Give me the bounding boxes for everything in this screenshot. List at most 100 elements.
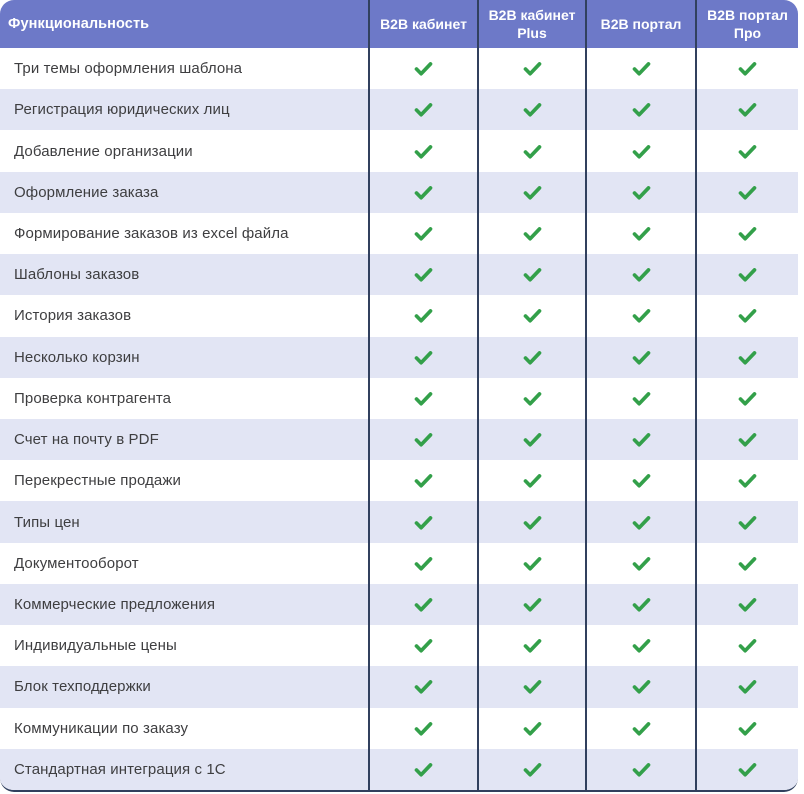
availability-cell xyxy=(477,89,585,131)
checkmark-icon xyxy=(523,309,541,324)
availability-cell xyxy=(368,666,477,708)
checkmark-icon xyxy=(632,227,650,241)
feature-name: Несколько корзин xyxy=(14,348,140,366)
checkmark-icon xyxy=(414,762,433,777)
availability-cell xyxy=(695,171,798,213)
availability-cell xyxy=(368,748,477,790)
checkmark-icon xyxy=(632,103,650,117)
checkmark-icon xyxy=(414,680,433,694)
checkmark-icon xyxy=(523,268,541,282)
feature-name: Стандартная интеграция с 1С xyxy=(14,760,226,778)
checkmark-icon xyxy=(738,721,757,736)
table-row: Шаблоны заказов xyxy=(0,254,798,296)
availability-cell xyxy=(695,460,798,502)
checkmark-icon xyxy=(738,185,757,200)
checkmark-icon xyxy=(632,762,650,777)
checkmark-icon xyxy=(632,350,650,365)
availability-cell xyxy=(477,130,585,172)
availability-cell xyxy=(368,377,477,419)
checkmark-icon xyxy=(414,227,433,241)
checkmark-icon xyxy=(632,680,650,694)
table-header-row: Функциональность B2B кабинет B2B кабинет… xyxy=(0,0,798,48)
availability-cell xyxy=(695,625,798,667)
checkmark-icon xyxy=(738,556,757,571)
checkmark-icon xyxy=(523,185,541,200)
availability-cell xyxy=(585,583,695,626)
checkmark-icon xyxy=(523,350,541,365)
checkmark-icon xyxy=(738,103,757,117)
checkmark-icon xyxy=(523,391,541,406)
feature-name: Перекрестные продажи xyxy=(14,472,181,490)
availability-cell xyxy=(695,130,798,172)
feature-name: Индивидуальные цены xyxy=(14,637,177,655)
checkmark-icon xyxy=(414,62,433,76)
checkmark-icon xyxy=(738,598,757,612)
availability-cell xyxy=(695,418,798,461)
checkmark-icon xyxy=(632,721,650,736)
checkmark-icon xyxy=(414,144,433,159)
availability-cell xyxy=(585,48,695,90)
checkmark-icon xyxy=(738,309,757,324)
checkmark-icon xyxy=(738,680,757,694)
checkmark-icon xyxy=(523,721,541,736)
availability-cell xyxy=(477,336,585,378)
checkmark-icon xyxy=(523,556,541,571)
checkmark-icon xyxy=(632,433,650,447)
feature-name: Добавление организации xyxy=(14,142,193,160)
plan-column-header-b2b-portal: B2B портал xyxy=(585,0,695,48)
feature-name: Документооборот xyxy=(14,554,139,572)
table-row: Формирование заказов из excel файла xyxy=(0,212,798,255)
checkmark-icon xyxy=(632,144,650,159)
availability-cell xyxy=(695,48,798,90)
availability-cell xyxy=(477,295,585,337)
availability-cell xyxy=(368,254,477,296)
availability-cell xyxy=(585,707,695,749)
availability-cell xyxy=(477,501,585,543)
table-row: История заказов xyxy=(0,295,798,337)
availability-cell xyxy=(368,171,477,213)
availability-cell xyxy=(477,460,585,502)
table-row: Три темы оформления шаблона xyxy=(0,48,798,90)
checkmark-icon xyxy=(414,515,433,530)
table-row: Добавление организации xyxy=(0,130,798,172)
checkmark-icon xyxy=(632,391,650,406)
availability-cell xyxy=(695,666,798,708)
availability-cell xyxy=(477,625,585,667)
availability-cell xyxy=(477,748,585,790)
checkmark-icon xyxy=(414,103,433,117)
checkmark-icon xyxy=(523,515,541,530)
feature-name: Счет на почту в PDF xyxy=(14,431,159,449)
availability-cell xyxy=(368,460,477,502)
table-row: Типы цен xyxy=(0,501,798,543)
checkmark-icon xyxy=(414,268,433,282)
checkmark-icon xyxy=(523,62,541,76)
checkmark-icon xyxy=(414,433,433,447)
checkmark-icon xyxy=(632,639,650,653)
availability-cell xyxy=(585,171,695,213)
availability-cell xyxy=(585,460,695,502)
availability-cell xyxy=(695,707,798,749)
table-row: Регистрация юридических лиц xyxy=(0,89,798,131)
plan-column-header-b2b-cabinet: B2B кабинет xyxy=(368,0,477,48)
checkmark-icon xyxy=(738,227,757,241)
checkmark-icon xyxy=(414,474,433,488)
checkmark-icon xyxy=(738,762,757,777)
feature-name: Три темы оформления шаблона xyxy=(14,60,243,78)
checkmark-icon xyxy=(414,721,433,736)
availability-cell xyxy=(477,254,585,296)
availability-cell xyxy=(477,707,585,749)
checkmark-icon xyxy=(414,556,433,571)
table-row: Перекрестные продажи xyxy=(0,460,798,502)
checkmark-icon xyxy=(523,680,541,694)
table-row: Коммуникации по заказу xyxy=(0,707,798,749)
availability-cell xyxy=(477,418,585,461)
availability-cell xyxy=(477,666,585,708)
availability-cell xyxy=(368,542,477,584)
checkmark-icon xyxy=(523,103,541,117)
checkmark-icon xyxy=(738,268,757,282)
checkmark-icon xyxy=(738,350,757,365)
availability-cell xyxy=(368,501,477,543)
availability-cell xyxy=(585,336,695,378)
availability-cell xyxy=(585,666,695,708)
